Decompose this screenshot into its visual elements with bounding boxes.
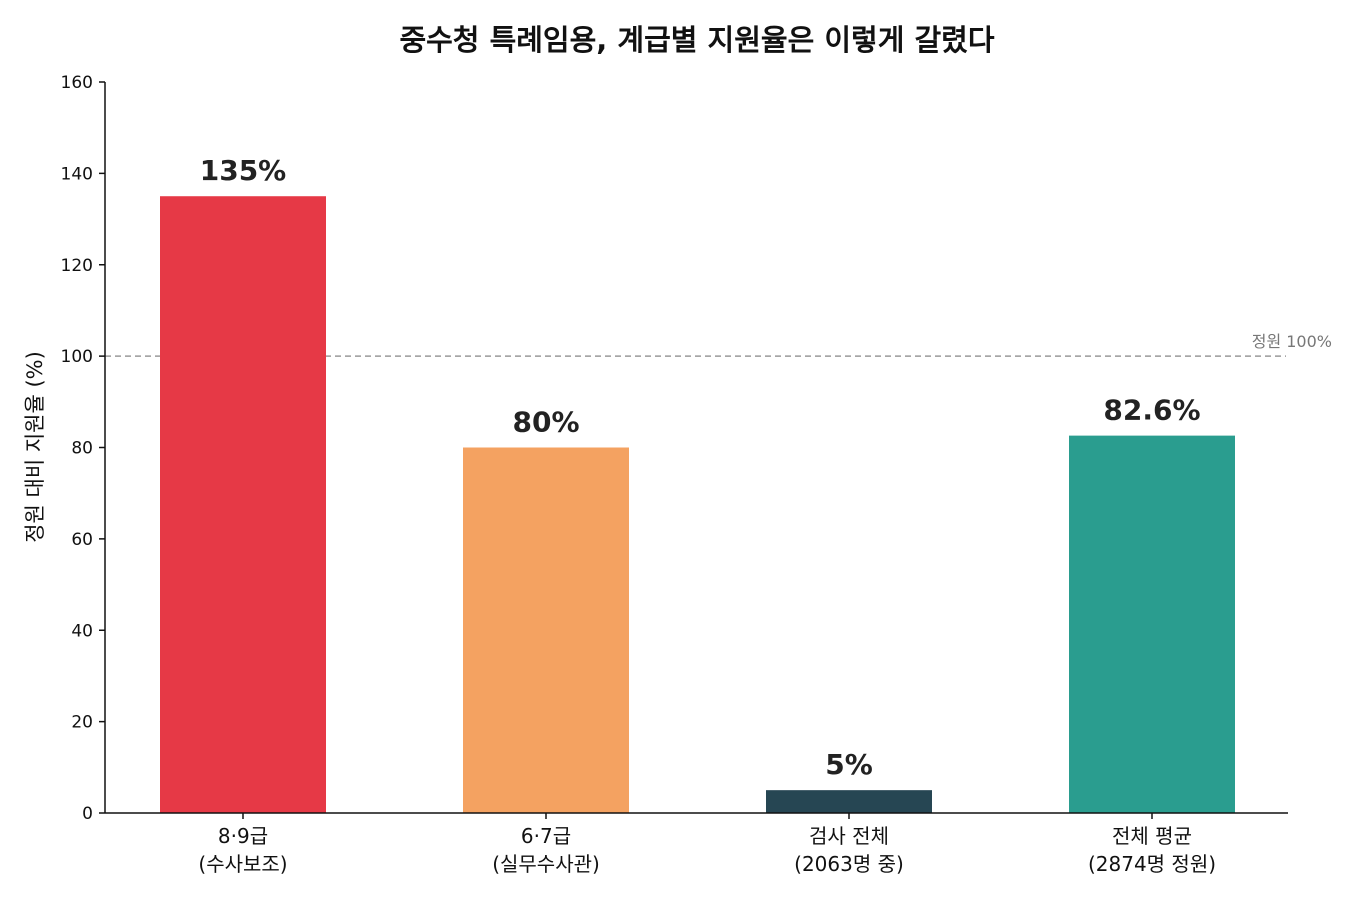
y-tick-label: 60 <box>71 530 93 550</box>
y-axis-ticks: 0 20 40 60 80 100 120 140 160 <box>61 73 105 824</box>
bar <box>766 790 932 813</box>
reference-line-group: 정원 100% <box>105 332 1332 357</box>
reference-line-label: 정원 100% <box>1252 332 1332 351</box>
y-tick-label: 160 <box>61 73 93 93</box>
y-tick-label: 0 <box>82 804 93 824</box>
x-category-sublabel: (수사보조) <box>198 852 287 876</box>
y-tick-label: 120 <box>61 256 93 276</box>
chart-title: 중수청 특례임용, 계급별 지원율은 이렇게 갈렸다 <box>399 23 994 57</box>
x-category-label: 전체 평균 <box>1112 824 1192 848</box>
x-category-sublabel: (2063명 중) <box>794 852 904 876</box>
x-category-sublabel: (실무수사관) <box>492 852 600 876</box>
bar-value-label: 82.6% <box>1103 394 1200 427</box>
y-axis-label: 정원 대비 지원율 (%) <box>23 351 47 543</box>
y-tick-label: 20 <box>71 713 93 733</box>
bar-value-label: 80% <box>512 406 579 439</box>
bars-group: 135% 80% 5% 82.6% <box>160 154 1235 813</box>
y-tick-label: 100 <box>61 347 93 367</box>
x-category-label: 8·9급 <box>218 824 268 848</box>
x-category-sublabel: (2874명 정원) <box>1088 852 1216 876</box>
x-category-label: 검사 전체 <box>809 824 889 848</box>
bar <box>1069 435 1235 813</box>
y-tick-label: 40 <box>71 621 93 641</box>
bar <box>463 447 629 813</box>
bar <box>160 196 326 813</box>
bar-value-label: 5% <box>825 748 873 781</box>
y-tick-label: 80 <box>71 439 93 459</box>
y-tick-label: 140 <box>61 164 93 184</box>
x-axis-categories: 8·9급 (수사보조) 6·7급 (실무수사관) 검사 전체 (2063명 중) 전체 평균… <box>198 813 1216 876</box>
x-category-label: 6·7급 <box>521 824 571 848</box>
bar-value-label: 135% <box>200 154 287 187</box>
